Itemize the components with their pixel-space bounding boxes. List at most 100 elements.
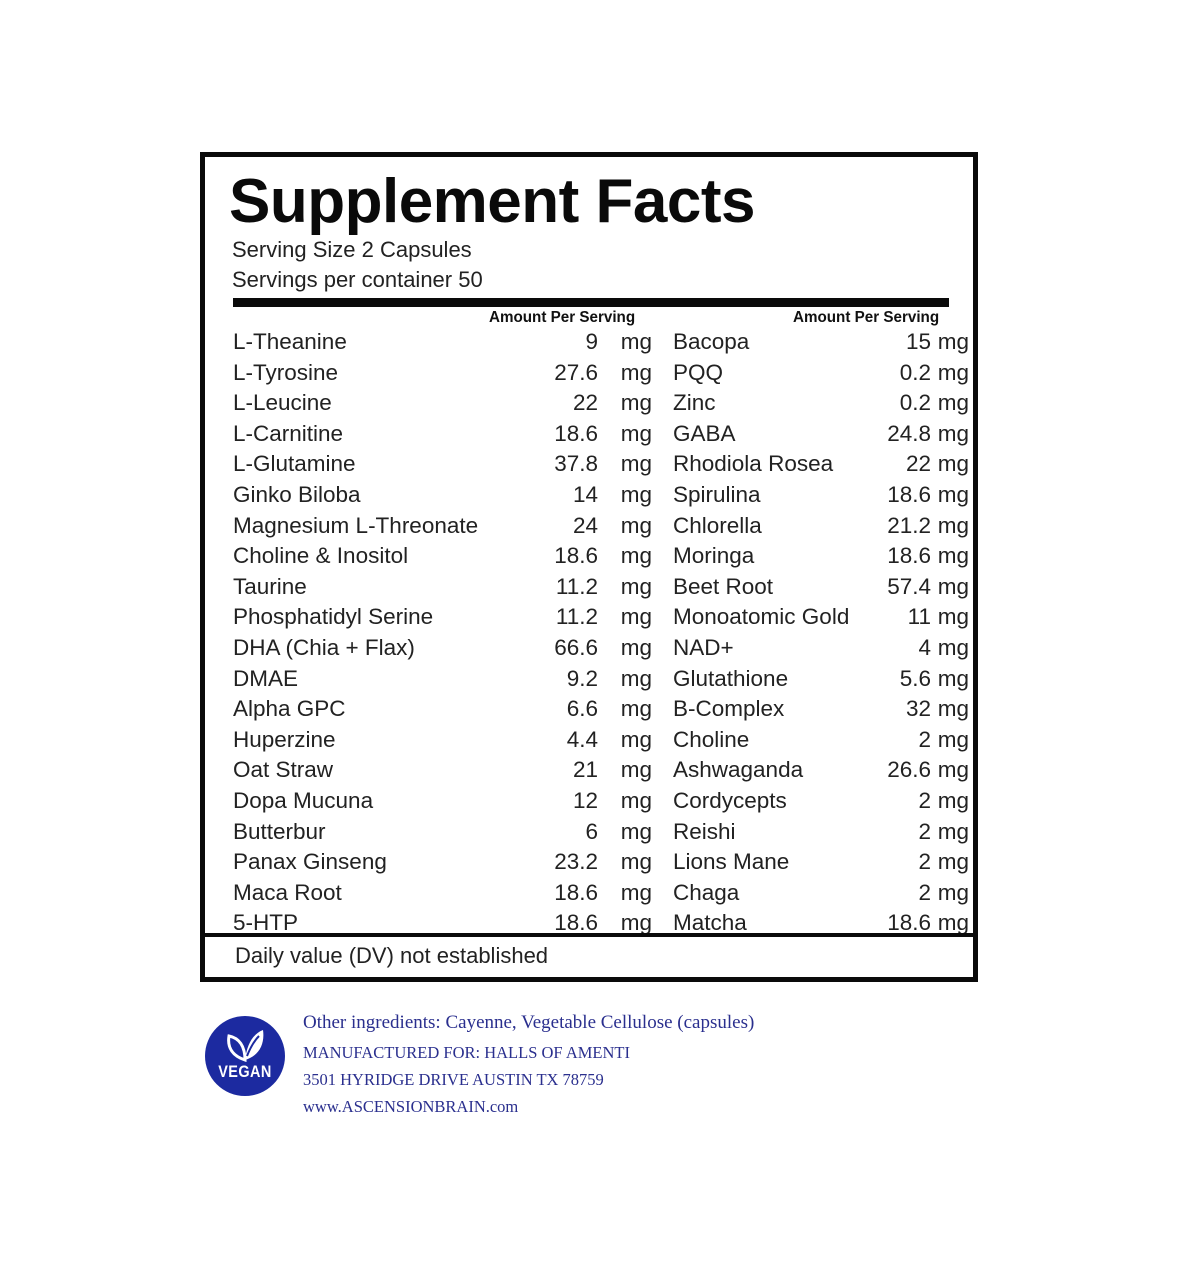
ingredient-name: Monoatomic Gold [673, 604, 850, 630]
ingredient-row: Beet Root 57.4 mg [673, 572, 969, 603]
ingredient-name: L-Tyrosine [233, 359, 339, 385]
ingredient-row: Magnesium L-Threonate 24 mg [233, 511, 658, 542]
label-footer: VEGAN Other ingredients: Cayenne, Vegeta… [205, 1012, 905, 1122]
servings-per-container: Servings per container 50 [232, 267, 483, 292]
ingredient-amount: 27.6 [554, 359, 598, 385]
ingredient-row: DHA (Chia + Flax) 66.6 mg [233, 633, 658, 664]
ingredient-row: 5-HTP 18.6 mg [233, 908, 658, 939]
ingredient-row: Rhodiola Rosea 22 mg [673, 449, 969, 480]
ingredient-row: Panax Ginseng 23.2 mg [233, 847, 658, 878]
vegan-text: VEGAN [218, 1062, 272, 1081]
ingredient-row: Maca Root 18.6 mg [233, 878, 658, 909]
ingredient-name: Huperzine [233, 726, 336, 752]
supplement-facts-panel: Supplement Facts Serving Size 2 Capsules… [200, 152, 978, 982]
ingredient-amount: 4 [918, 634, 931, 660]
ingredient-unit: mg [937, 543, 969, 569]
ingredient-amount: 2 [918, 818, 931, 844]
ingredient-name: Moringa [673, 543, 755, 569]
ingredient-name: B-Complex [673, 696, 785, 722]
ingredient-amount: 2 [918, 879, 931, 905]
ingredient-amount: 66.6 [554, 634, 598, 660]
ingredient-unit: mg [937, 512, 969, 538]
ingredient-unit: mg [620, 757, 652, 783]
ingredient-amount: 14 [572, 481, 598, 507]
ingredient-name: Reishi [673, 818, 736, 844]
ingredient-row: L-Leucine 22 mg [233, 388, 658, 419]
ingredient-unit: mg [937, 757, 969, 783]
ingredient-unit: mg [937, 451, 969, 477]
ingredient-amount: 21.2 [887, 512, 931, 538]
ingredient-name: Matcha [673, 910, 747, 936]
ingredient-row: Taurine 11.2 mg [233, 572, 658, 603]
ingredient-name: Alpha GPC [233, 696, 346, 722]
ingredient-unit: mg [620, 481, 652, 507]
ingredient-row: Butterbur 6 mg [233, 817, 658, 848]
ingredient-name: Ashwaganda [673, 757, 804, 783]
ingredient-amount: 4.4 [566, 726, 598, 752]
ingredient-unit: mg [937, 787, 969, 813]
ingredient-name: Oat Straw [233, 757, 334, 783]
ingredient-amount: 6.6 [566, 696, 598, 722]
ingredient-row: DMAE 9.2 mg [233, 664, 658, 695]
ingredient-name: Phosphatidyl Serine [233, 604, 434, 630]
ingredient-name: Taurine [233, 573, 307, 599]
ingredient-name: Cordycepts [673, 787, 787, 813]
ingredient-row: Dopa Mucuna 12 mg [233, 786, 658, 817]
ingredient-amount: 11.2 [555, 573, 598, 599]
vegan-badge: VEGAN [205, 1016, 285, 1096]
ingredient-unit: mg [937, 481, 969, 507]
ingredient-amount: 2 [918, 849, 931, 875]
ingredient-unit: mg [620, 910, 652, 936]
ingredient-row: Glutathione 5.6 mg [673, 664, 969, 695]
ingredient-amount: 18.6 [554, 879, 598, 905]
ingredient-name: Zinc [673, 390, 716, 416]
ingredient-row: Alpha GPC 6.6 mg [233, 694, 658, 725]
ingredient-amount: 26.6 [887, 757, 931, 783]
ingredient-row: Chaga 2 mg [673, 878, 969, 909]
ingredient-name: Bacopa [673, 329, 750, 354]
ingredient-row: Monoatomic Gold 11 mg [673, 602, 969, 633]
ingredient-amount: 21 [572, 757, 598, 783]
ingredient-name: PQQ [673, 359, 724, 385]
ingredient-name: L-Glutamine [233, 451, 356, 477]
ingredient-unit: mg [620, 634, 652, 660]
amount-header-left: Amount Per Serving [489, 309, 636, 326]
ingredient-row: Lions Mane 2 mg [673, 847, 969, 878]
ingredient-amount: 18.6 [554, 543, 598, 569]
ingredient-row: Phosphatidyl Serine 11.2 mg [233, 602, 658, 633]
website: www.ASCENSIONBRAIN.com [303, 1097, 519, 1116]
divider-dv [205, 933, 973, 937]
ingredient-name: DMAE [233, 665, 299, 691]
ingredient-name: NAD+ [673, 634, 734, 660]
ingredient-amount: 23.2 [554, 849, 598, 875]
ingredient-row: GABA 24.8 mg [673, 419, 969, 450]
ingredient-name: Glutathione [673, 665, 789, 691]
ingredient-amount: 18.6 [887, 543, 931, 569]
ingredient-amount: 2 [918, 726, 931, 752]
ingredient-row: Spirulina 18.6 mg [673, 480, 969, 511]
ingredient-amount: 32 [905, 696, 931, 722]
ingredient-row: Moringa 18.6 mg [673, 541, 969, 572]
ingredient-amount: 9 [585, 329, 598, 354]
ingredient-name: 5-HTP [233, 910, 299, 936]
divider-thick [233, 298, 949, 307]
ingredient-amount: 37.8 [554, 451, 598, 477]
ingredient-row: Huperzine 4.4 mg [233, 725, 658, 756]
ingredient-amount: 18.6 [887, 481, 931, 507]
ingredient-row: Zinc 0.2 mg [673, 388, 969, 419]
leaf-icon [227, 1030, 264, 1062]
ingredient-row: L-Carnitine 18.6 mg [233, 419, 658, 450]
ingredient-amount: 9.2 [566, 665, 598, 691]
ingredient-unit: mg [620, 726, 652, 752]
ingredient-unit: mg [937, 329, 969, 354]
ingredient-name: Lions Mane [673, 849, 790, 875]
ingredient-name: Butterbur [233, 818, 326, 844]
label-title: Supplement Facts [229, 167, 756, 236]
ingredient-unit: mg [937, 634, 969, 660]
ingredient-row: L-Theanine 9 mg [233, 327, 658, 358]
ingredient-name: L-Theanine [233, 329, 347, 354]
ingredient-name: GABA [673, 420, 736, 446]
ingredient-amount: 0.2 [899, 359, 931, 385]
ingredient-unit: mg [620, 849, 652, 875]
ingredient-amount: 5.6 [899, 665, 931, 691]
